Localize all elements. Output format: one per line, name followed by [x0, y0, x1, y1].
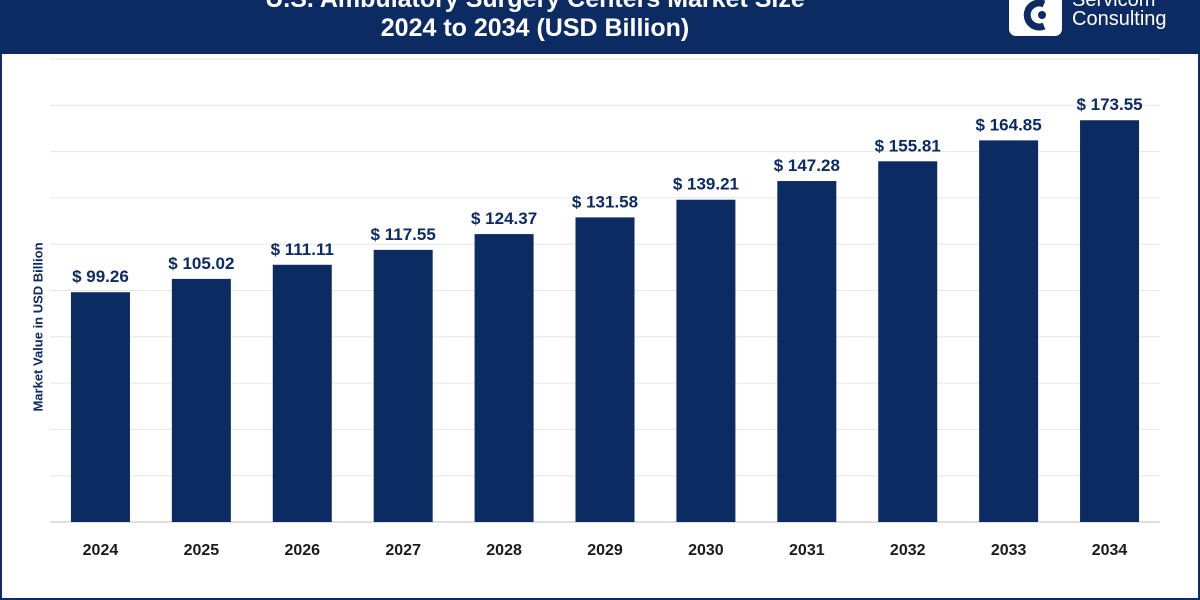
bar-2030	[676, 199, 736, 522]
logo-text-consulting: Consulting	[1072, 8, 1167, 30]
chart-title-line-2: 2024 to 2034 (USD Billion)	[380, 14, 690, 42]
bar-2029	[575, 217, 635, 522]
bar-2026	[272, 264, 332, 522]
data-label-2025: $ 105.02	[168, 254, 234, 273]
x-tick-label-2029: 2029	[587, 542, 623, 559]
x-tick-label-2025: 2025	[184, 542, 220, 559]
x-tick-label-2024: 2024	[83, 542, 119, 559]
bar-2034	[1080, 120, 1140, 522]
data-label-2031: $ 147.28	[774, 156, 840, 175]
data-label-2026: $ 111.11	[271, 240, 334, 259]
data-label-2033: $ 164.85	[976, 115, 1042, 134]
y-axis-label: Market Value in USD Billion	[30, 242, 46, 412]
data-label-2029: $ 131.58	[572, 192, 638, 211]
c-letter-logo-icon	[1009, 0, 1062, 36]
bar-2028	[474, 234, 534, 523]
x-tick-label-2033: 2033	[991, 542, 1027, 559]
bar-2033	[979, 140, 1039, 522]
chart-header: U.S. Ambulatory Surgery Centers Market S…	[0, 0, 1200, 54]
bar-2032	[878, 161, 938, 522]
data-label-2030: $ 139.21	[673, 175, 739, 194]
x-tick-label-2031: 2031	[789, 542, 825, 559]
x-tick-label-2030: 2030	[688, 542, 724, 559]
bar-2025	[171, 278, 231, 522]
data-label-2024: $ 99.26	[72, 267, 129, 286]
bar-2027	[373, 249, 433, 522]
x-tick-label-2027: 2027	[385, 542, 421, 559]
logo-text-servicom: Servicom	[1072, 0, 1156, 11]
x-tick-label-2032: 2032	[890, 542, 926, 559]
chart-title-line-1: U.S. Ambulatory Surgery Centers Market S…	[100, 0, 970, 14]
bar-2031	[777, 181, 837, 522]
x-tick-label-2028: 2028	[486, 542, 522, 559]
data-label-2028: $ 124.37	[471, 209, 537, 228]
x-tick-label-2026: 2026	[284, 542, 320, 559]
bar-2024	[70, 292, 130, 522]
x-tick-label-2034: 2034	[1092, 542, 1128, 559]
data-label-2032: $ 155.81	[875, 136, 941, 155]
data-label-2034: $ 173.55	[1076, 95, 1142, 114]
data-label-2027: $ 117.55	[371, 225, 436, 244]
